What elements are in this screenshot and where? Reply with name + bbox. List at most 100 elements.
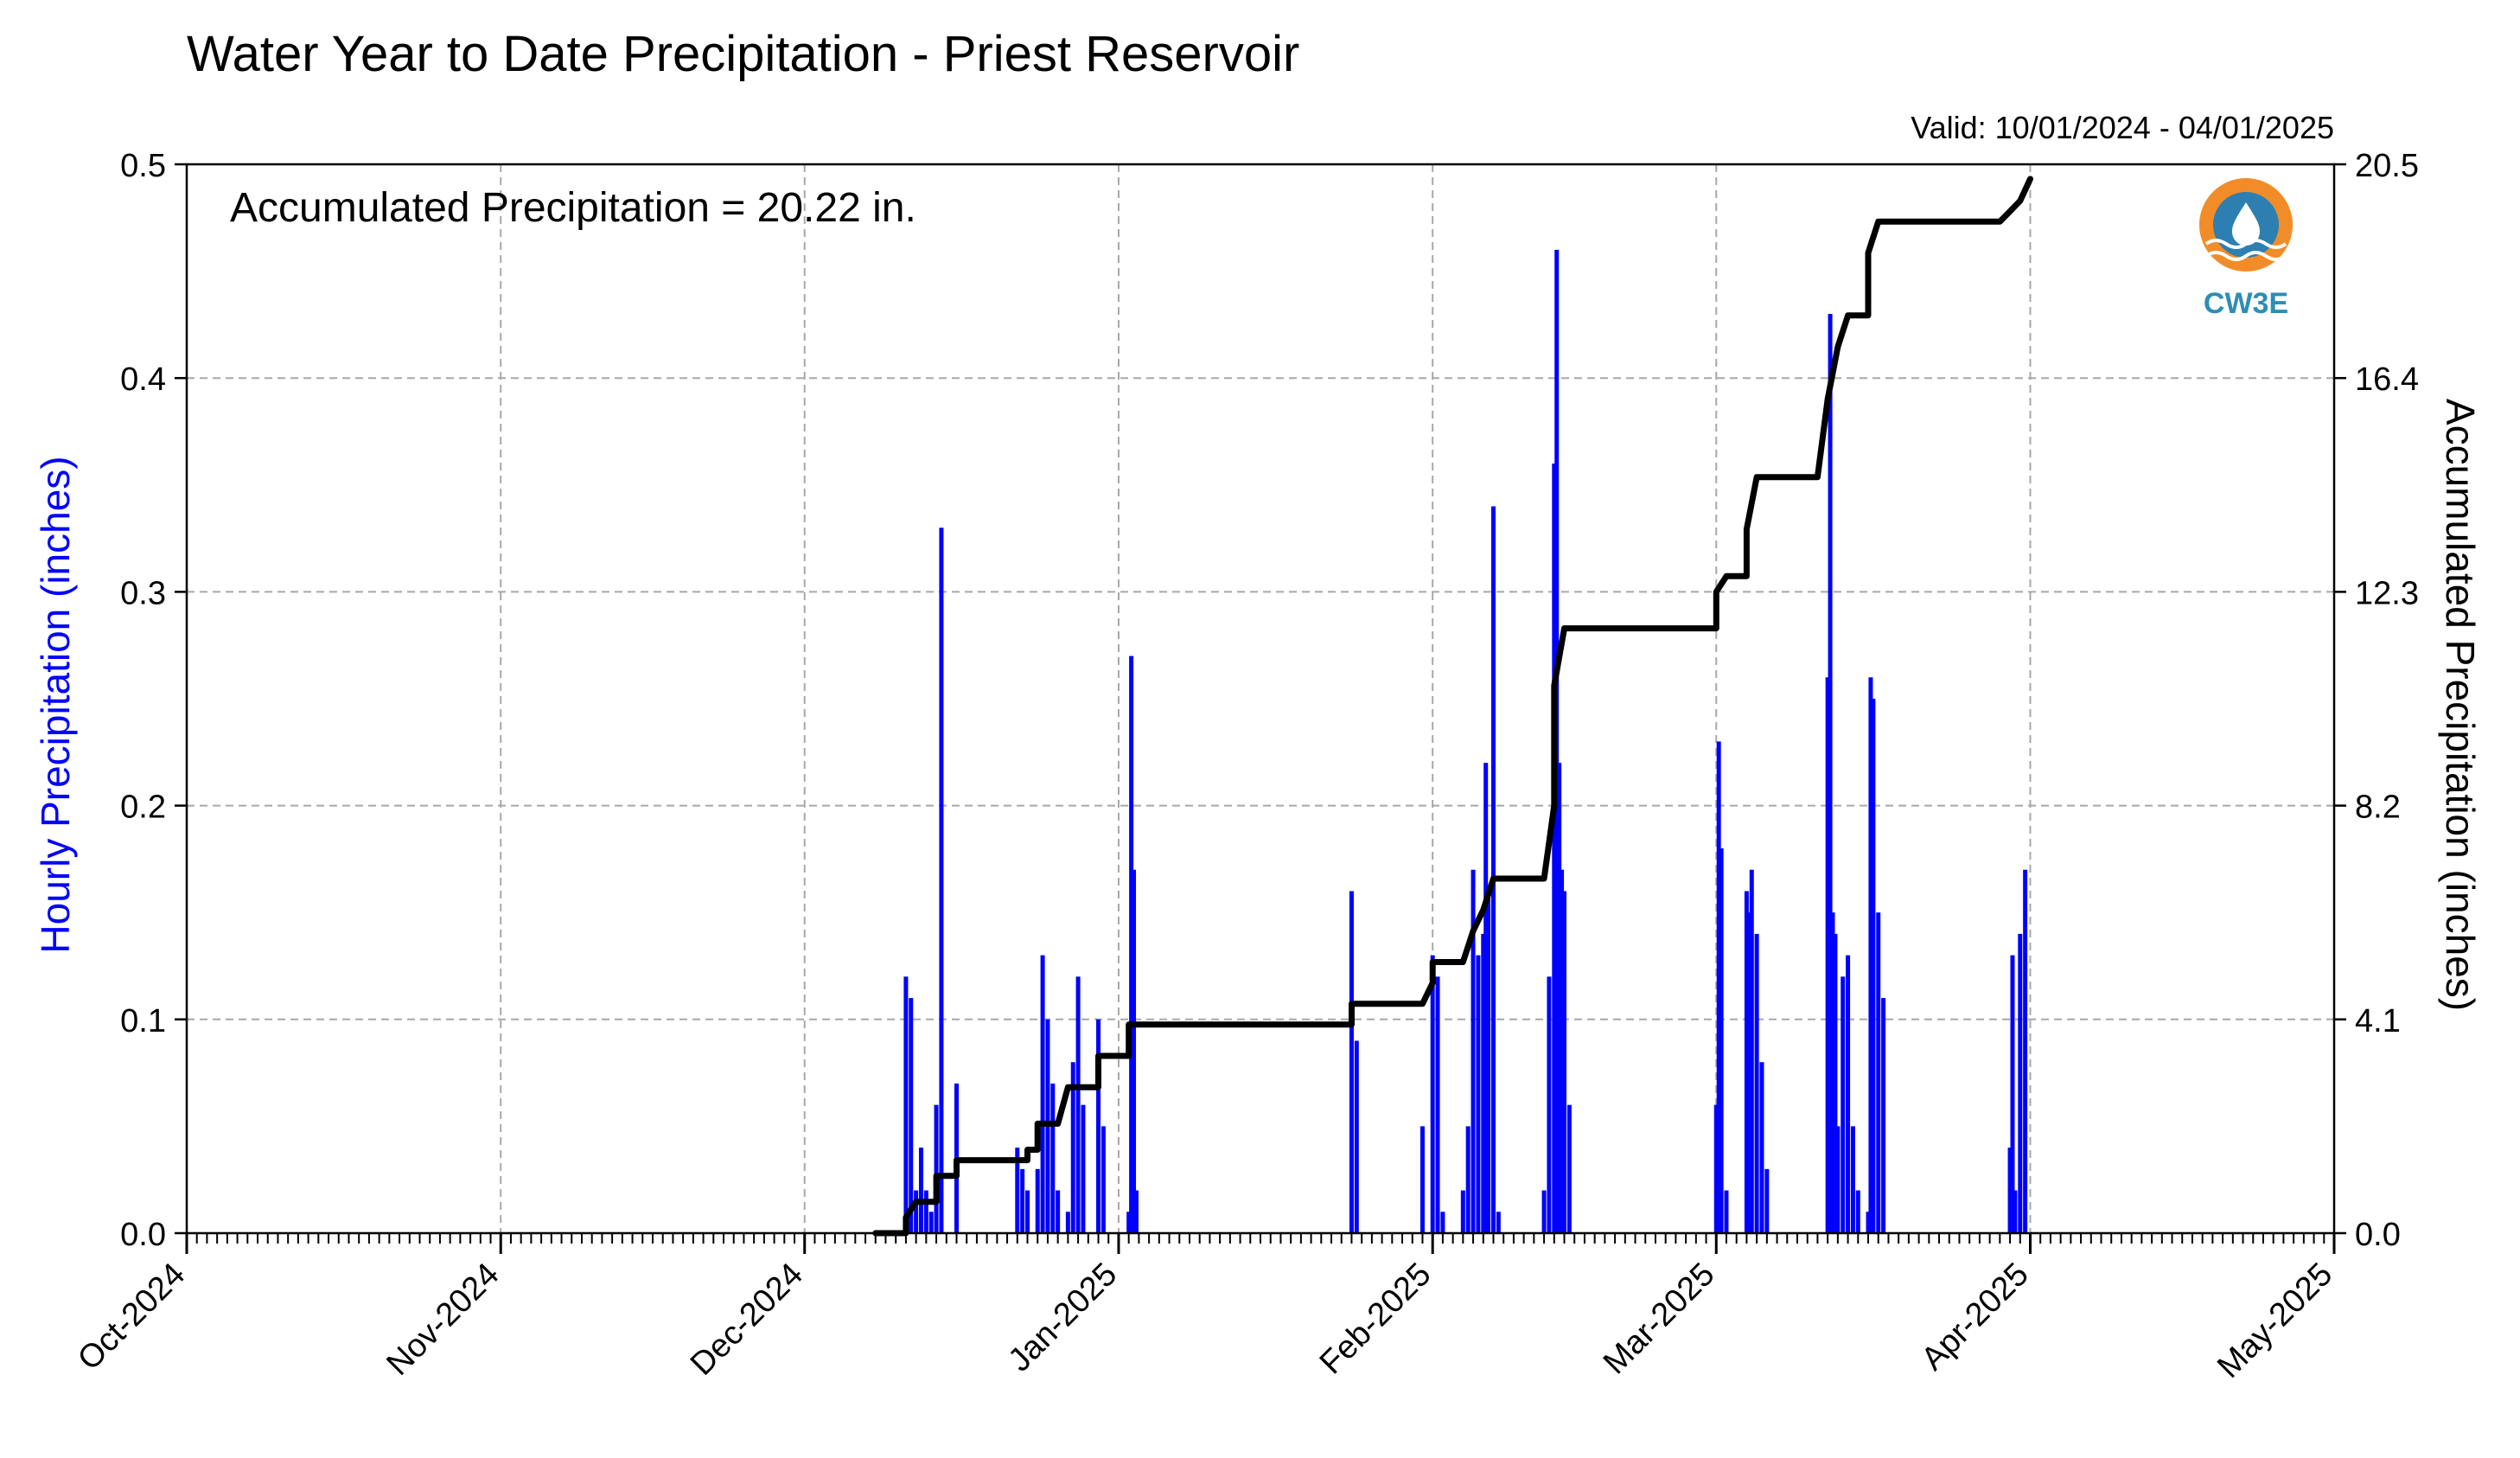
right-y-tick-label: 20.5 xyxy=(2355,148,2419,184)
left-y-tick-label: 0.5 xyxy=(120,148,166,184)
precip-bar xyxy=(1552,464,1557,1233)
right-y-tick-label: 16.4 xyxy=(2355,361,2419,398)
precip-bar xyxy=(1764,1168,1770,1233)
precip-bar xyxy=(2007,1148,2013,1233)
left-y-tick-label: 0.1 xyxy=(120,1003,166,1039)
precip-bar xyxy=(1719,848,1724,1233)
precip-bar xyxy=(934,1104,939,1233)
precip-bar xyxy=(1713,1104,1719,1233)
precip-bar xyxy=(923,1190,928,1233)
valid-range-label: Valid: 10/01/2024 - 04/01/2025 xyxy=(1911,110,2334,145)
precip-bar xyxy=(1749,869,1754,1233)
right-y-tick-label: 0.0 xyxy=(2355,1217,2401,1253)
right-y-tick-label: 12.3 xyxy=(2355,575,2419,611)
precip-bar xyxy=(1868,677,1873,1233)
precip-bar xyxy=(1744,891,1749,1233)
left-y-tick-label: 0.0 xyxy=(120,1217,166,1253)
precip-bar xyxy=(1075,976,1081,1233)
precip-bar xyxy=(1557,763,1562,1233)
precip-bar xyxy=(1020,1168,1025,1233)
precip-bar xyxy=(1825,677,1830,1233)
precip-bar xyxy=(1133,1190,1139,1233)
precip-bar xyxy=(1015,1148,1020,1233)
right-y-tick-label: 4.1 xyxy=(2355,1003,2401,1039)
precip-bar xyxy=(1841,976,1846,1233)
precip-bar xyxy=(1541,1190,1547,1233)
precip-bar xyxy=(1354,1040,1359,1233)
precip-bar xyxy=(1126,1212,1132,1233)
precip-bar xyxy=(1025,1190,1030,1233)
cw3e-logo: CW3E xyxy=(2199,178,2293,320)
accumulated-precip-line-group xyxy=(872,176,2033,1237)
accumulated-precip-line xyxy=(872,176,2033,1237)
precip-bar xyxy=(939,528,944,1233)
precip-bar xyxy=(1040,955,1045,1233)
precip-bar xyxy=(1419,1126,1425,1233)
precip-bar xyxy=(2010,955,2015,1233)
precip-bar xyxy=(1081,1104,1086,1233)
precip-bar xyxy=(1050,1083,1056,1233)
precip-bar xyxy=(928,1212,934,1233)
hourly-precip-bars xyxy=(875,249,2031,1234)
logo-wave-2 xyxy=(2204,251,2287,261)
precip-bar xyxy=(1855,1190,1860,1233)
precip-bar xyxy=(1465,1126,1471,1233)
precip-bar xyxy=(909,998,914,1233)
precip-bar xyxy=(1486,891,1491,1233)
precip-bar xyxy=(1716,741,1721,1233)
logo-wave-1 xyxy=(2204,239,2287,249)
precip-bar xyxy=(1056,1190,1061,1233)
precip-bar xyxy=(1435,976,1440,1233)
precip-bar xyxy=(1759,1062,1764,1233)
precip-bar xyxy=(2018,933,2023,1233)
right-y-tick-label: 8.2 xyxy=(2355,790,2401,826)
precip-bar xyxy=(1562,891,1567,1233)
precip-bar xyxy=(1490,506,1496,1233)
precip-bar xyxy=(1724,1190,1729,1233)
precip-bar xyxy=(1070,1062,1075,1233)
precip-bar xyxy=(1876,912,1881,1233)
precip-bar xyxy=(1830,912,1835,1233)
precip-bar xyxy=(1754,933,1759,1233)
precip-bar xyxy=(903,976,909,1233)
precip-bar xyxy=(1871,699,1876,1233)
precip-bar xyxy=(1349,891,1354,1233)
precip-bar xyxy=(1096,1019,1101,1233)
precip-bar xyxy=(1101,1126,1106,1233)
logo-text: CW3E xyxy=(2204,287,2288,320)
precip-bar xyxy=(1483,763,1489,1233)
left-axis-label: Hourly Precipitation (inches) xyxy=(33,456,78,953)
precip-bar xyxy=(1746,912,1751,1233)
precip-bar xyxy=(914,1190,919,1233)
precip-bar xyxy=(1881,998,1886,1233)
right-axis-label: Accumulated Precipitation (inches) xyxy=(2438,399,2483,1011)
precip-bar xyxy=(2023,869,2028,1233)
precip-bar xyxy=(918,1148,923,1233)
precip-bar xyxy=(1846,955,1851,1233)
precip-bar xyxy=(1065,1212,1070,1233)
precip-bar xyxy=(1835,1126,1841,1233)
precip-bar xyxy=(1129,655,1134,1233)
chart-title: Water Year to Date Precipitation - Pries… xyxy=(187,26,1299,82)
precip-bar xyxy=(1547,976,1552,1233)
left-y-tick-label: 0.4 xyxy=(120,361,166,398)
precip-bar xyxy=(1481,933,1486,1233)
precip-bar xyxy=(1471,869,1476,1233)
precip-bar xyxy=(2013,1190,2018,1233)
accumulated-annotation: Accumulated Precipitation = 20.22 in. xyxy=(230,185,916,231)
precip-bar xyxy=(1566,1104,1572,1233)
precip-bar xyxy=(1430,955,1435,1233)
precip-bar xyxy=(1496,1212,1501,1233)
plot-frame xyxy=(185,163,2336,1235)
precip-bar xyxy=(1476,955,1481,1233)
precip-bar xyxy=(1560,869,1565,1233)
precip-bar xyxy=(1828,314,1833,1233)
left-y-tick-label: 0.3 xyxy=(120,575,166,611)
droplet-icon xyxy=(2232,202,2260,246)
precip-bar xyxy=(1132,869,1137,1233)
precip-bar xyxy=(1035,1168,1040,1233)
precip-bar xyxy=(1440,1212,1445,1233)
precip-bar xyxy=(1833,933,1838,1233)
